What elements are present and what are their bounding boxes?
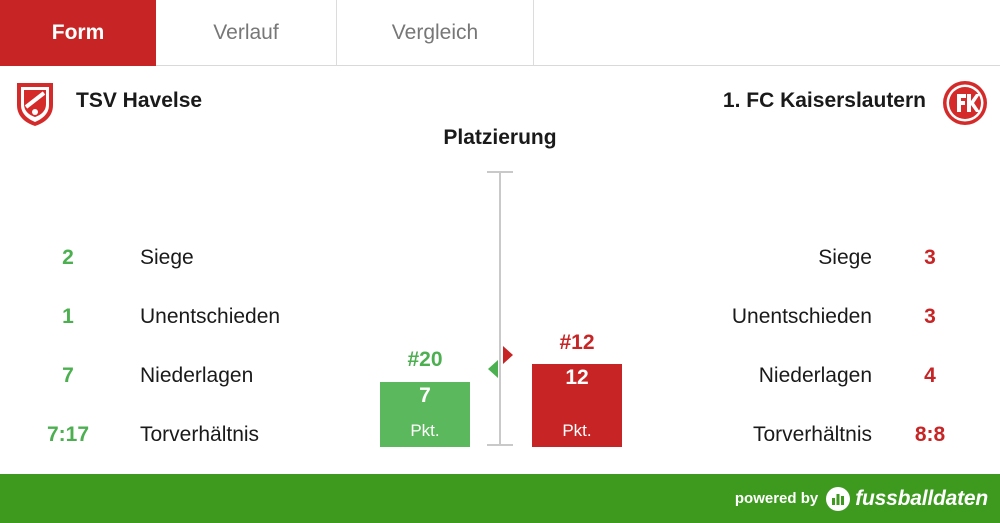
right-rank: #12	[559, 331, 595, 354]
right-goal-ratio-value: 8:8	[914, 423, 946, 446]
left-losses-label: Niederlagen	[140, 364, 254, 387]
team-left-name: TSV Havelse	[76, 89, 203, 112]
right-draws-value: 3	[924, 305, 936, 328]
right-losses-label: Niederlagen	[758, 364, 872, 387]
placement-axis-bottom-cap	[487, 444, 513, 446]
fc-kaiserslautern-logo	[943, 81, 987, 125]
team-right-name: 1. FC Kaiserslautern	[722, 89, 926, 112]
section-title: Platzierung	[443, 126, 557, 149]
right-rank-marker-icon	[503, 346, 513, 364]
tab-form[interactable]: Form	[0, 0, 156, 66]
fussballdaten-brand-link[interactable]: fussballdaten	[855, 486, 988, 510]
left-rank-marker-icon	[488, 360, 498, 378]
right-losses-value: 4	[924, 364, 936, 387]
footer-bar: powered by fussballdaten	[0, 474, 1000, 523]
left-wins-label: Siege	[140, 246, 194, 269]
tab-verlauf[interactable]: Verlauf	[156, 0, 337, 65]
right-points-value: 12	[565, 366, 589, 389]
powered-by-text: powered by	[734, 490, 819, 507]
right-points-box: 12 Pkt.	[532, 364, 622, 447]
left-points-value: 7	[419, 384, 431, 407]
tab-bar: Form Verlauf Vergleich	[0, 0, 1000, 66]
left-points-box: 7 Pkt.	[380, 382, 470, 447]
left-goal-ratio-value: 7:17	[46, 423, 90, 446]
right-wins-value: 3	[924, 246, 936, 269]
left-wins-value: 2	[62, 246, 74, 269]
left-losses-value: 7	[62, 364, 74, 387]
placement-axis	[499, 172, 501, 445]
fussballdaten-bars-icon	[826, 486, 851, 511]
tsv-havelse-logo	[17, 83, 53, 126]
left-rank: #20	[407, 348, 443, 371]
right-goal-ratio-label: Torverhältnis	[752, 423, 872, 446]
left-draws-label: Unentschieden	[140, 305, 281, 328]
tab-vergleich[interactable]: Vergleich	[337, 0, 534, 65]
left-goal-ratio-label: Torverhältnis	[140, 423, 260, 446]
right-draws-label: Unentschieden	[731, 305, 872, 328]
right-points-unit: Pkt.	[562, 421, 592, 440]
left-draws-value: 1	[62, 305, 74, 328]
left-points-unit: Pkt.	[410, 421, 440, 440]
right-wins-label: Siege	[818, 246, 872, 269]
placement-axis-top-cap	[487, 171, 513, 173]
